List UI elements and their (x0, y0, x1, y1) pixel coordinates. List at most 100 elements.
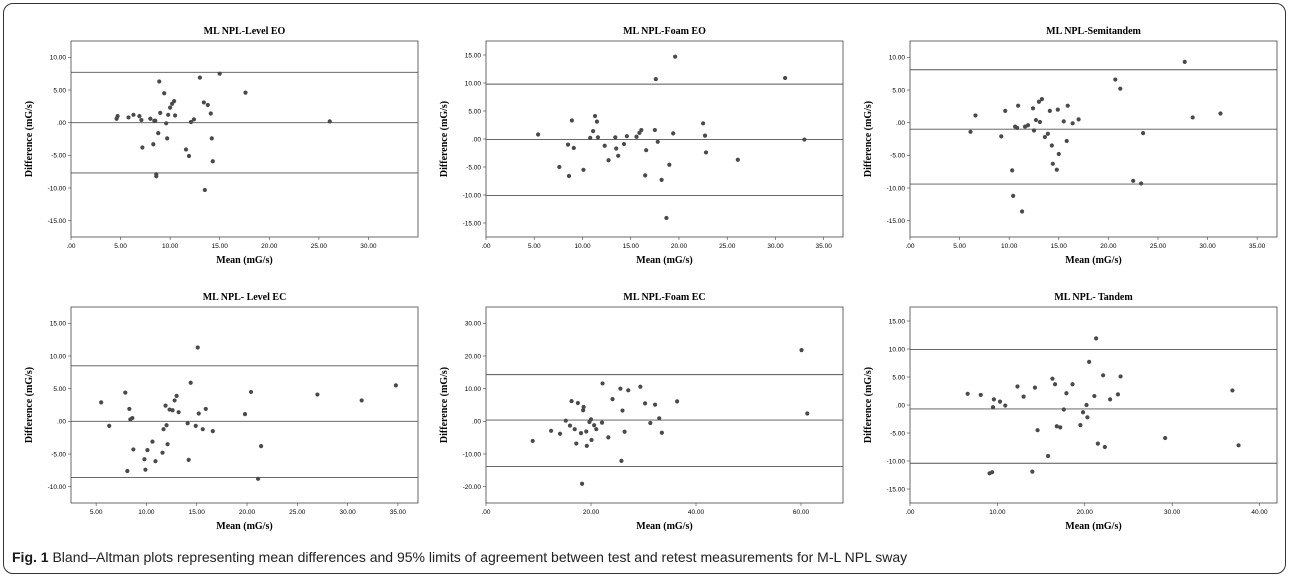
data-point (565, 142, 571, 147)
data-point (209, 136, 214, 141)
data-point (659, 177, 664, 182)
data-point (166, 112, 171, 117)
data-point (1118, 86, 1123, 91)
y-tick-label: -10.00 (887, 185, 906, 192)
data-point (197, 75, 202, 80)
data-point (702, 133, 708, 138)
y-tick-label: .00 (472, 419, 481, 426)
data-point (1108, 397, 1113, 402)
data-point (990, 470, 995, 475)
data-point (327, 119, 332, 124)
data-point (160, 450, 165, 455)
data-point (581, 167, 586, 172)
data-point (1115, 392, 1121, 397)
y-tick-label: 10.00 (889, 346, 906, 353)
data-point (1092, 393, 1097, 399)
data-point (557, 431, 563, 436)
data-point (1230, 388, 1235, 393)
data-point (157, 79, 162, 84)
data-point (606, 158, 611, 163)
data-point (624, 134, 629, 139)
data-point (191, 117, 197, 122)
data-point (997, 399, 1003, 404)
data-point (606, 435, 611, 440)
data-point (142, 457, 147, 462)
x-tick-label: 30.00 (339, 509, 356, 516)
x-tick-label: 25.00 (719, 243, 736, 250)
data-point (1019, 209, 1025, 214)
x-tick-label: 10.00 (989, 509, 1006, 516)
x-tick-label: .00 (66, 243, 75, 250)
data-point (162, 91, 167, 96)
x-tick-label: 40.00 (1251, 509, 1268, 516)
y-axis-label: Difference (mG/s) (24, 101, 35, 177)
data-point (1021, 394, 1026, 399)
data-point (599, 420, 605, 425)
plot-area (909, 306, 1278, 504)
data-point (172, 99, 177, 104)
y-axis-label: Difference (mG/s) (439, 367, 450, 443)
data-point (1163, 435, 1168, 441)
y-tick-label: -10.00 (48, 484, 67, 491)
y-tick-label: .00 (57, 120, 66, 127)
data-point (569, 118, 574, 123)
data-point (201, 100, 206, 105)
data-point (176, 410, 181, 415)
x-tick-label: 20.00 (261, 243, 278, 250)
data-point (1113, 77, 1118, 82)
y-tick-label: .00 (472, 136, 481, 143)
data-point (1049, 143, 1054, 148)
x-tick-label: .00 (905, 509, 914, 516)
data-point (1061, 119, 1066, 124)
data-point (991, 397, 996, 402)
data-point (1094, 336, 1099, 341)
data-point (1070, 382, 1075, 387)
data-point (616, 153, 621, 158)
data-point (1050, 376, 1055, 381)
data-point (799, 348, 804, 353)
y-axis-label: Difference (mG/s) (863, 367, 874, 443)
data-point (588, 135, 593, 140)
figure-frame (3, 3, 1286, 574)
data-point (1042, 134, 1047, 140)
data-point (1030, 106, 1036, 111)
y-tick-label: -5.00 (890, 153, 905, 160)
data-point (589, 437, 594, 443)
data-point (170, 408, 175, 413)
chart-title: ML NPL-Semitandem (1046, 26, 1141, 37)
plot-area (909, 40, 1278, 238)
x-axis-label: Mean (mG/s) (216, 521, 272, 532)
data-point (579, 481, 585, 486)
scatter-plot-5: ML NPL-Foam EC 30.00 20.00 10.00 .00 -10.00 -2… (439, 292, 844, 532)
data-point (1056, 151, 1061, 157)
x-tick-label: .00 (481, 243, 490, 250)
data-point (172, 398, 177, 403)
figure-caption: Fig. 1 Bland–Altman plots representing m… (12, 549, 1282, 565)
data-point (671, 131, 676, 136)
x-tick-label: 20.00 (239, 509, 256, 516)
data-point (1131, 178, 1136, 183)
data-point (1016, 103, 1021, 108)
data-point (139, 117, 144, 123)
y-tick-label: 15.00 (889, 318, 906, 325)
data-point (315, 392, 320, 397)
data-point (165, 136, 170, 141)
y-tick-label: -10.00 (463, 192, 482, 199)
data-point (657, 416, 662, 421)
chart-title: ML NPL- Level EC (203, 292, 287, 303)
data-point (186, 457, 191, 462)
x-tick-label: 25.00 (311, 243, 328, 250)
data-point (1045, 131, 1050, 136)
data-point (359, 398, 364, 403)
scatter-plot-3: ML NPL-Semitandem 10.00 5.00 .00 -5.00 -10.00… (863, 26, 1278, 266)
plot-area (70, 306, 419, 504)
x-axis-label: Mean (mG/s) (636, 521, 692, 532)
data-point (643, 173, 648, 178)
y-tick-label: -5.00 (51, 153, 66, 160)
data-point (1003, 108, 1008, 114)
data-point (242, 412, 248, 417)
x-tick-label: 5.00 (114, 243, 127, 250)
data-point (581, 404, 586, 410)
data-point (1080, 410, 1086, 415)
data-point (673, 54, 678, 59)
